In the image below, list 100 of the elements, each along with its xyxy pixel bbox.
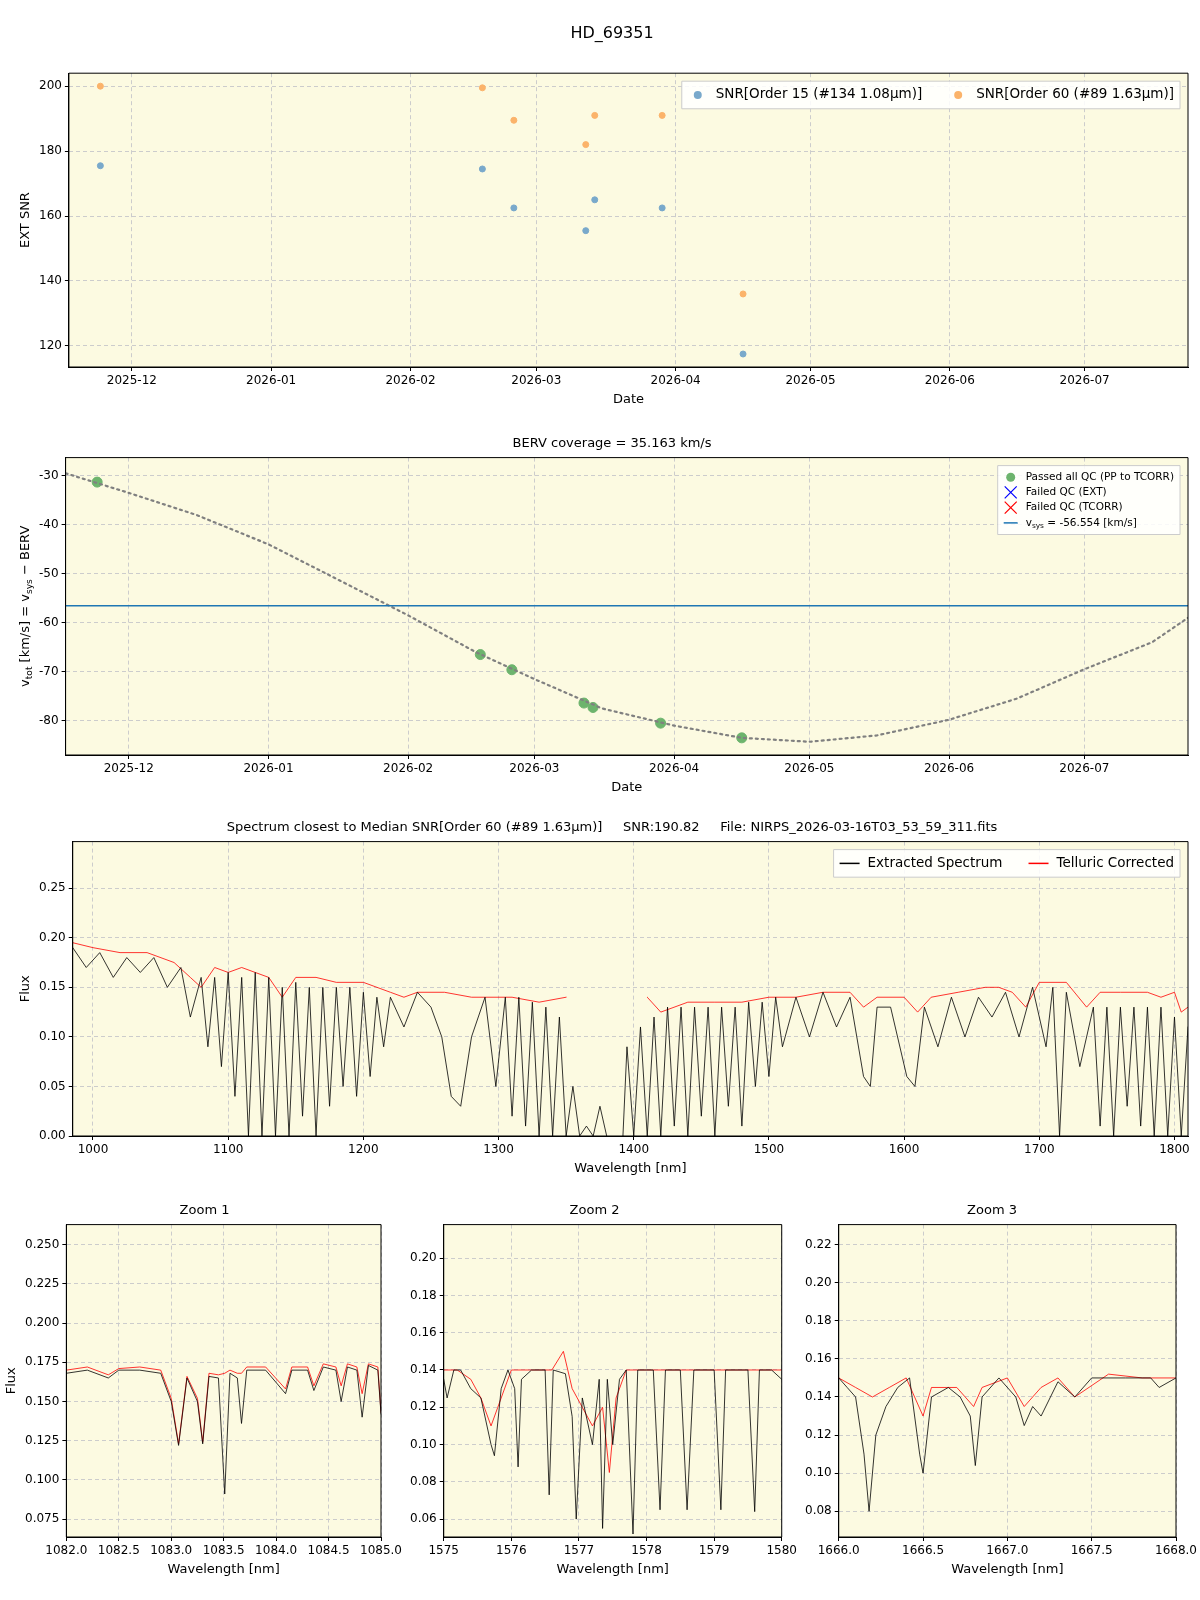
y-tick-label: 0.25 <box>39 880 66 895</box>
point <box>510 116 518 124</box>
y-tick-label: -70 <box>38 663 59 678</box>
x-tick-label: 1580 <box>766 1543 797 1558</box>
point <box>582 227 590 235</box>
x-tick-label: 1578 <box>631 1543 662 1558</box>
x-tick-label: 1666.5 <box>902 1543 945 1558</box>
y-tick-label: 0.06 <box>410 1511 437 1526</box>
y-tick-label: 0.14 <box>410 1362 437 1377</box>
point <box>96 82 104 90</box>
point <box>658 204 666 212</box>
x-tick-label: 2026-07 <box>1059 761 1110 776</box>
y-tick-label: 0.125 <box>24 1432 60 1447</box>
point <box>739 350 747 358</box>
x-tick-label: 1084.0 <box>255 1543 298 1558</box>
x-tick-label: 1668.0 <box>1155 1543 1198 1558</box>
y-axis-title: Flux <box>17 974 33 1003</box>
x-tick-label: 1300 <box>483 1142 514 1157</box>
point <box>582 141 590 149</box>
x-tick-label: 1575 <box>428 1543 459 1558</box>
x-tick-label: 1577 <box>563 1543 595 1558</box>
y-tick-label: 160 <box>39 208 62 223</box>
y-axis-title: Flux <box>3 1366 19 1395</box>
x-tick-label: 2026-01 <box>243 761 294 776</box>
y-tick-label: 0.20 <box>410 1250 437 1265</box>
y-tick-label: 140 <box>39 273 62 288</box>
point <box>510 204 518 212</box>
y-tick-label: -50 <box>38 565 59 580</box>
x-tick-label: 1700 <box>1024 1142 1055 1157</box>
chart-title: Zoom 2 <box>569 1202 620 1218</box>
x-tick-label: 1400 <box>618 1142 650 1157</box>
x-axis-title: Wavelength [nm] <box>167 1560 280 1576</box>
x-tick-label: 1082.5 <box>97 1543 140 1558</box>
x-axis-title: Date <box>611 778 643 794</box>
y-tick-label: 0.16 <box>410 1324 437 1339</box>
chart-title: Zoom 3 <box>967 1202 1017 1218</box>
y-tick-label: -80 <box>38 712 59 727</box>
x-tick-label: 2025-12 <box>106 373 157 388</box>
y-tick-label: 0.075 <box>24 1511 60 1526</box>
y-tick-label: 0.250 <box>24 1236 60 1251</box>
legend-label: Telluric Corrected <box>1055 853 1175 870</box>
y-tick-label: 0.00 <box>39 1128 66 1143</box>
legend-label: Failed QC (EXT) <box>1025 485 1107 498</box>
legend-label: Extracted Spectrum <box>867 853 1003 870</box>
x-tick-label: 2026-07 <box>1059 373 1110 388</box>
y-axis-title: vtot [km/s] = vsys − BERV <box>17 525 35 687</box>
x-axis-title: Wavelength [nm] <box>574 1159 687 1175</box>
y-tick-label: 0.08 <box>410 1473 437 1488</box>
y-tick-label: 0.100 <box>24 1472 60 1487</box>
y-tick-label: 120 <box>39 338 62 353</box>
x-tick-label: 1800 <box>1159 1142 1190 1157</box>
x-axis-title: Wavelength [nm] <box>951 1560 1064 1576</box>
x-tick-label: 1083.5 <box>202 1543 245 1558</box>
x-tick-label: 2026-02 <box>383 761 434 776</box>
point <box>96 162 104 170</box>
y-tick-label: 0.08 <box>805 1503 832 1518</box>
x-tick-label: 2026-02 <box>385 373 436 388</box>
y-tick-label: 0.14 <box>805 1389 832 1404</box>
x-tick-label: 2026-06 <box>924 761 975 776</box>
x-tick-label: 2026-05 <box>784 761 835 776</box>
legend-label: SNR[Order 60 (#89 1.63μm)] <box>976 85 1175 102</box>
y-tick-label: 0.15 <box>39 979 66 994</box>
x-tick-label: 2026-01 <box>246 373 297 388</box>
x-axis-title: Date <box>612 390 644 406</box>
y-tick-label: -30 <box>38 467 59 482</box>
legend-label: Failed QC (TCORR) <box>1025 500 1123 513</box>
x-tick-label: 1667.0 <box>986 1543 1029 1558</box>
x-tick-label: 2025-12 <box>103 761 154 776</box>
y-tick-label: 0.20 <box>39 929 66 944</box>
y-tick-label: 0.10 <box>805 1465 832 1480</box>
y-tick-label: 0.16 <box>805 1351 832 1366</box>
chart-title: Spectrum closest to Median SNR[Order 60 (#89 1.63μm)] SNR:190.82 File: NIRPS_2026-03-16T03_53_59_311.fits <box>226 819 998 835</box>
x-axis-title: Wavelength [nm] <box>556 1560 669 1576</box>
y-tick-label: 0.175 <box>24 1354 60 1369</box>
x-tick-label: 2026-03 <box>509 761 560 776</box>
chart-title: BERV coverage = 35.163 km/s <box>512 435 712 451</box>
x-tick-label: 1200 <box>348 1142 379 1157</box>
y-tick-label: 0.18 <box>805 1312 832 1327</box>
point <box>591 196 599 204</box>
x-tick-label: 2026-04 <box>649 761 700 776</box>
x-tick-label: 1576 <box>496 1543 527 1558</box>
x-tick-label: 1500 <box>753 1142 785 1157</box>
y-tick-label: -40 <box>38 516 59 531</box>
y-tick-label: 0.22 <box>805 1236 832 1251</box>
chart-title: Zoom 1 <box>179 1202 230 1218</box>
legend-label: SNR[Order 15 (#134 1.08μm)] <box>715 85 923 102</box>
y-tick-label: 0.18 <box>410 1287 437 1302</box>
y-tick-label: 0.10 <box>39 1029 66 1043</box>
y-tick-label: 0.150 <box>24 1393 60 1408</box>
y-tick-label: 180 <box>39 143 62 158</box>
x-tick-label: 2026-05 <box>785 373 836 388</box>
x-tick-label: 2026-03 <box>511 373 562 388</box>
x-tick-label: 1083.0 <box>150 1543 193 1558</box>
x-tick-label: 2026-04 <box>650 373 701 388</box>
x-tick-label: 1600 <box>888 1142 920 1157</box>
x-tick-label: 1579 <box>698 1543 730 1558</box>
line-series <box>65 472 1188 743</box>
y-tick-label: 0.20 <box>805 1274 832 1289</box>
point <box>658 111 666 119</box>
x-tick-label: 1667.5 <box>1070 1543 1113 1558</box>
